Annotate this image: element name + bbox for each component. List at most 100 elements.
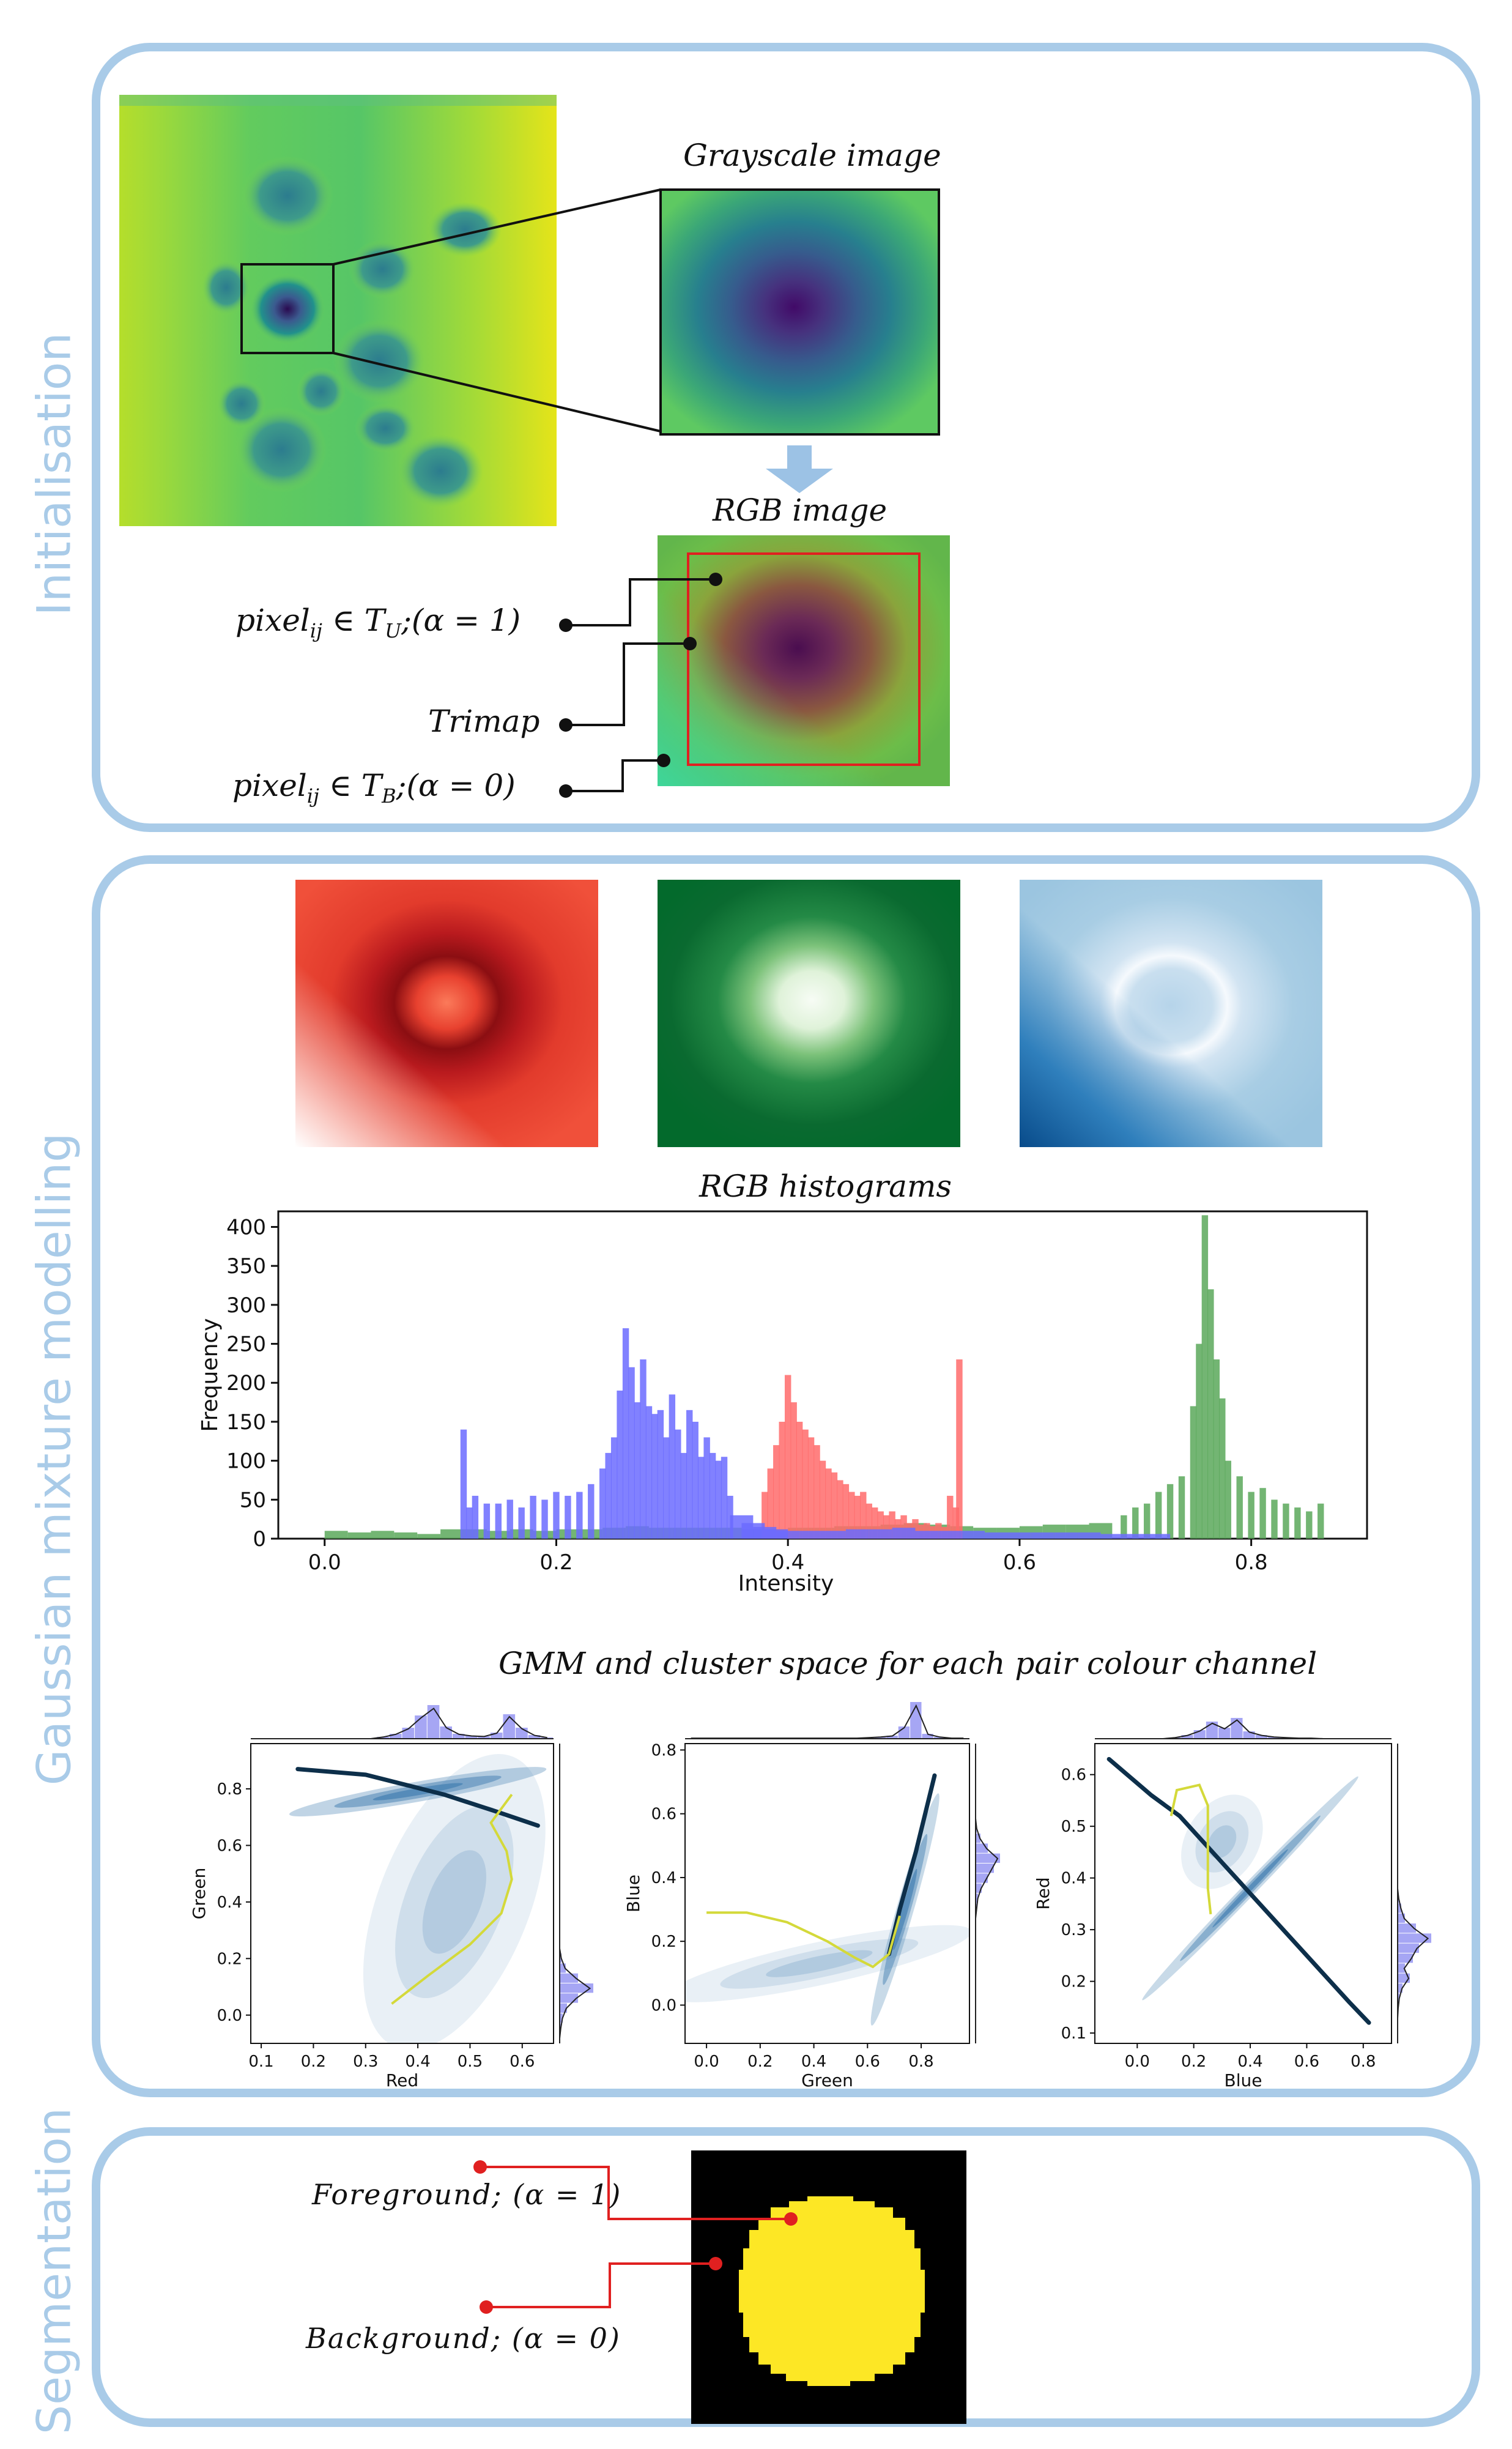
gmm-ellipse <box>1207 1825 1237 1859</box>
y-tick-label: 50 <box>240 1488 266 1512</box>
histogram-bar <box>697 1457 705 1539</box>
histogram-bar <box>779 1421 785 1539</box>
x-tick-label: 0.6 <box>510 2053 535 2071</box>
x-tick-label: 0.6 <box>855 2053 880 2071</box>
marginal-top <box>1095 1718 1392 1739</box>
x-axis-label: Blue <box>1225 2070 1262 2090</box>
histogram-bar <box>1219 1398 1226 1539</box>
histogram-bar <box>460 1429 467 1539</box>
histogram-bar <box>466 1507 473 1539</box>
histogram-bar <box>799 1531 823 1539</box>
histogram-bar <box>892 1528 916 1539</box>
y-tick-label: 0.2 <box>217 1950 242 1968</box>
marginal-bar <box>478 1736 490 1739</box>
marginal-bar <box>1398 1993 1399 2003</box>
histogram-bar <box>819 1460 826 1539</box>
histogram-bar <box>394 1532 418 1539</box>
marginal-bar <box>440 1726 452 1739</box>
histogram-bar <box>802 1429 809 1539</box>
histogram-bar <box>709 1452 716 1539</box>
histogram-bar <box>657 1410 664 1539</box>
marginal-right <box>1397 1744 1431 2043</box>
histogram-bar <box>1207 1289 1214 1539</box>
marginal-bar <box>976 1873 988 1883</box>
histogram-bar <box>1121 1515 1127 1539</box>
mean-curve <box>706 1911 901 1969</box>
histogram-bar <box>854 1495 861 1539</box>
marginal-curve <box>1397 1748 1429 2038</box>
histogram-bar <box>692 1421 699 1539</box>
histogram-bar <box>347 1532 371 1539</box>
histogram-bar <box>825 1468 832 1539</box>
histogram-bar <box>807 1437 815 1539</box>
x-tick-label: 0.5 <box>458 2053 483 2071</box>
y-tick-label: 0.8 <box>217 1780 242 1799</box>
y-axis-label: Green <box>189 1868 209 1920</box>
gmm-ellipse <box>766 1950 873 1977</box>
histogram-bar <box>1317 1503 1324 1539</box>
histogram-bar <box>1155 1492 1162 1539</box>
marginal-bar <box>389 1734 402 1739</box>
gmm-components <box>1106 1756 1371 2025</box>
histogram-bar <box>776 1531 800 1539</box>
x-tick-label: 0.1 <box>248 2053 273 2071</box>
marginal-top <box>685 1702 969 1739</box>
histogram-bar <box>915 1531 939 1539</box>
y-axis-label: Red <box>1033 1877 1053 1909</box>
background-label: Background; (α = 0) <box>306 2322 621 2355</box>
histogram-bar <box>938 1531 962 1539</box>
marginal-bar <box>922 1734 933 1739</box>
rgb-histograms-title: RGB histograms <box>699 1169 952 1204</box>
histogram-bar <box>530 1495 536 1539</box>
y-tick-label: 0 <box>253 1527 266 1552</box>
rgb-zoom-image <box>658 535 950 786</box>
x-tick-label: 0.3 <box>353 2053 378 2071</box>
x-tick-label: 0.4 <box>405 2053 430 2071</box>
gmm-ellipse <box>422 1850 486 1954</box>
marginal-bar <box>427 1705 440 1739</box>
histogram-bar <box>1283 1503 1289 1539</box>
gmm-pair-charts: 0.1 0.2 0.3 0.4 0.5 0.6 0.0 0.2 0.4 0.6 0.8 Red Gree… <box>189 1702 1431 2090</box>
y-tick-label: 0.1 <box>1061 2024 1086 2043</box>
y-tick-label: 0.4 <box>217 1893 242 1912</box>
y-tick-label: 0.4 <box>651 1869 676 1887</box>
grayscale-source-image <box>119 95 557 526</box>
histogram-bar <box>417 1534 441 1539</box>
histogram-bar <box>588 1484 595 1539</box>
histogram-bar <box>947 1495 954 1539</box>
gmm-ellipse <box>1181 1794 1263 1889</box>
y-tick-label: 0.3 <box>1061 1921 1086 1939</box>
marginal-bar <box>516 1728 528 1739</box>
histogram-bar <box>956 1359 963 1539</box>
histogram-bar <box>617 1390 623 1539</box>
x-tick-label: 0.2 <box>1181 2053 1206 2071</box>
gmm-ellipse <box>720 1938 919 1989</box>
histogram-bar <box>1196 1343 1203 1539</box>
histogram-bar <box>1147 1534 1171 1539</box>
marginal-bar <box>1181 1735 1193 1739</box>
plot-frame <box>684 1743 970 2044</box>
marginal-bar <box>560 2013 563 2023</box>
histogram-bar <box>860 1492 867 1539</box>
y-tick-label: 0.2 <box>1061 1973 1086 1991</box>
histogram-bar <box>952 1507 959 1539</box>
marginal-bar <box>490 1733 503 1739</box>
histogram-bar <box>872 1507 878 1539</box>
marginal-bar <box>377 1737 389 1739</box>
marginal-top <box>251 1705 554 1739</box>
histogram-bar <box>483 1503 491 1539</box>
histogram-bar <box>877 1511 884 1539</box>
histogram-bar <box>541 1500 548 1539</box>
marginal-bar <box>1398 1903 1401 1913</box>
histogram-bar <box>651 1414 658 1539</box>
marginal-bar <box>1267 1737 1280 1739</box>
histogram-bar <box>495 1503 502 1539</box>
x-axis-label: Red <box>386 2070 418 2090</box>
down-arrow-icon <box>766 445 833 493</box>
histogram-bar <box>883 1515 890 1539</box>
marginal-bar <box>1398 1983 1403 1993</box>
initialisation-panel <box>92 43 1480 832</box>
y-tick-label: 0.6 <box>217 1837 242 1855</box>
mean-curve <box>391 1794 513 2005</box>
histogram-bar <box>640 1359 647 1539</box>
